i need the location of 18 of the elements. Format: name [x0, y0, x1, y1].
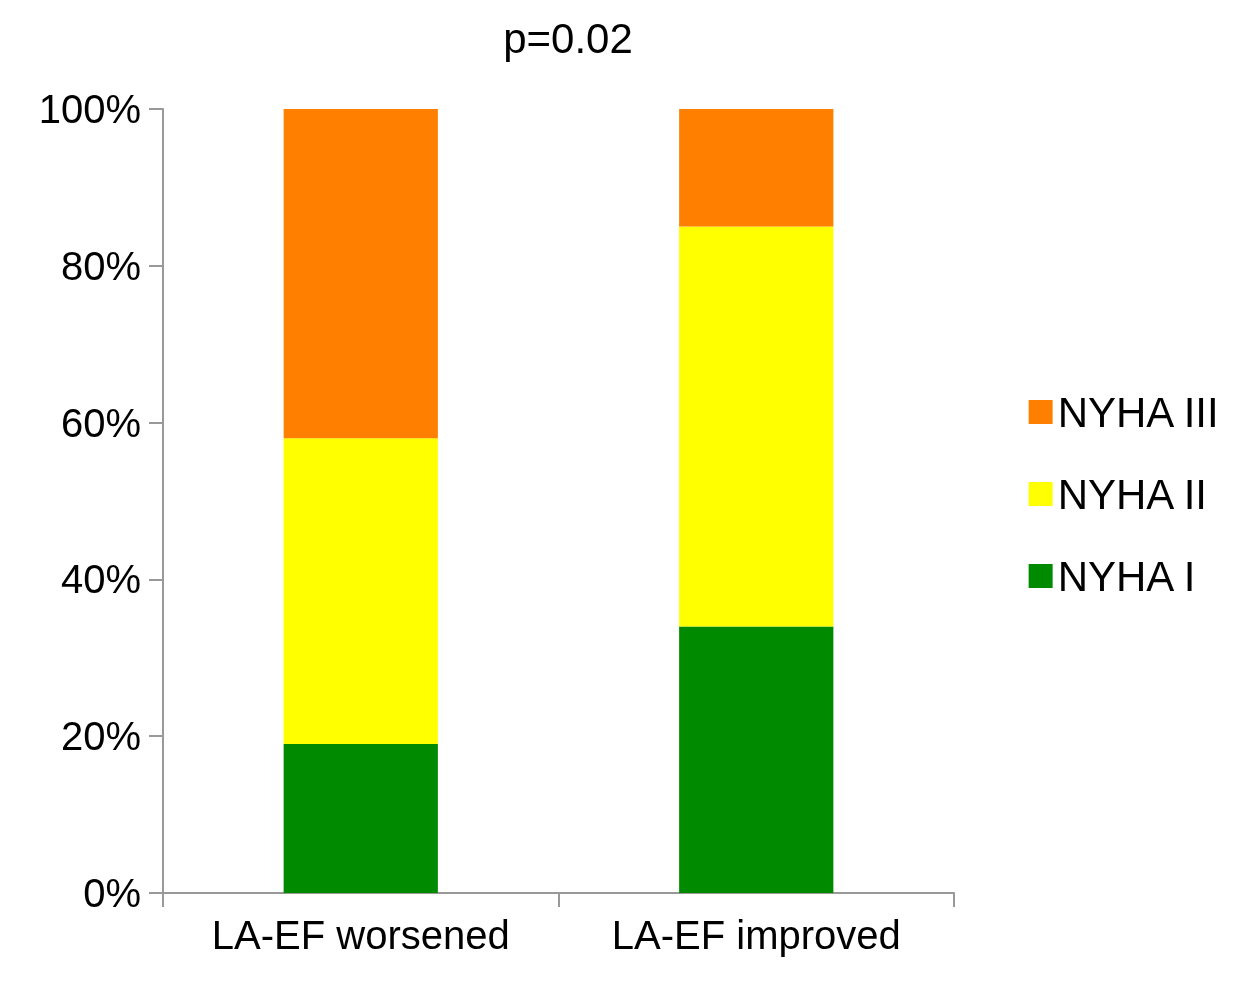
bar — [283, 109, 438, 439]
x-tick-label: LA-EF improved — [611, 913, 901, 957]
legend-label: NYHA II — [1057, 470, 1208, 518]
legend-label: NYHA I — [1057, 552, 1196, 600]
bar — [283, 438, 438, 745]
y-tick-label: 80% — [60, 243, 141, 288]
y-tick-label: 0% — [83, 871, 141, 915]
y-tick-label: 60% — [60, 400, 141, 445]
y-tick-label: 40% — [60, 557, 141, 602]
legend-label: NYHA III — [1057, 388, 1219, 436]
bar — [679, 226, 834, 627]
chart-title: p=0.02 — [503, 14, 633, 62]
x-tick-label: LA-EF worsened — [211, 913, 510, 957]
bar — [679, 626, 834, 893]
y-tick-label: 20% — [60, 714, 141, 759]
y-tick-label: 100% — [38, 87, 141, 131]
bar — [679, 109, 834, 227]
bar — [283, 744, 438, 893]
